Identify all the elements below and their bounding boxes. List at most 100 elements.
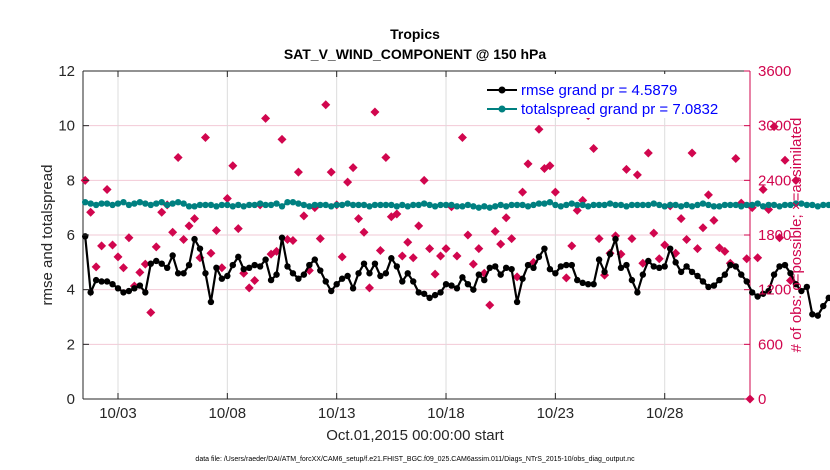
obs-point	[589, 143, 599, 153]
obs-point	[315, 234, 325, 244]
totalspread-point	[87, 200, 94, 207]
rmse-point	[623, 261, 630, 269]
obs-point	[731, 153, 741, 163]
obs-point	[490, 226, 500, 236]
obs-point	[250, 276, 260, 286]
rmse-point	[98, 278, 105, 285]
totalspread-point	[349, 201, 357, 209]
y-tick-label: 10	[58, 118, 75, 135]
obs-point	[157, 207, 167, 217]
rmse-point	[453, 285, 461, 292]
rmse-point	[420, 290, 428, 297]
rmse-point	[617, 264, 625, 271]
totalspread-point	[284, 199, 291, 206]
totalspread-point	[366, 203, 373, 210]
y2-axis-label: # of obs: o=possible; ×=assimilated	[788, 118, 805, 353]
rmse-point	[754, 293, 761, 300]
totalspread-point	[606, 200, 614, 207]
totalspread-point	[574, 201, 581, 209]
rmse-point	[481, 276, 488, 284]
totalspread-point	[295, 200, 302, 207]
rmse-point	[366, 270, 373, 277]
obs-point	[518, 187, 528, 197]
totalspread-point	[300, 201, 308, 209]
obs-point	[742, 254, 752, 264]
totalspread-point	[568, 200, 575, 207]
totalspread-point	[174, 199, 182, 206]
rmse-point	[803, 283, 811, 291]
rmse-point	[262, 256, 269, 263]
obs-point	[780, 155, 790, 165]
totalspread-point	[579, 201, 586, 209]
rmse-point	[284, 263, 291, 270]
totalspread-point	[781, 201, 789, 209]
totalspread-point	[612, 201, 619, 209]
obs-point	[430, 269, 440, 279]
rmse-point	[235, 253, 242, 261]
totalspread-point	[262, 201, 269, 209]
totalspread-point	[273, 200, 280, 207]
obs-point	[769, 122, 779, 132]
rmse-point	[224, 272, 231, 280]
obs-point	[545, 161, 555, 171]
obs-point	[124, 233, 134, 243]
totalspread-point	[202, 201, 209, 209]
obs-point	[764, 204, 774, 214]
totalspread-point	[81, 199, 89, 206]
rmse-point	[759, 290, 767, 297]
rmse-point	[563, 261, 570, 269]
obs-point	[277, 134, 287, 144]
totalspread-point	[623, 203, 630, 210]
obs-point	[654, 254, 664, 264]
totalspread-point	[185, 203, 193, 210]
rmse-point	[131, 285, 138, 292]
rmse-point	[738, 271, 745, 278]
obs-point	[507, 234, 517, 244]
rmse-point	[338, 275, 346, 282]
totalspread-point	[524, 203, 532, 210]
obs-point	[485, 300, 495, 310]
totalspread-point	[218, 201, 226, 209]
rmse-point	[541, 245, 548, 252]
rmse-point	[317, 267, 324, 274]
rmse-point	[120, 289, 127, 296]
rmse-point	[508, 265, 515, 273]
rmse-point	[158, 260, 165, 267]
totalspread-point	[535, 200, 543, 207]
data-file-footnote: data file: /Users/raeder/DAI/ATM_forcXX/…	[195, 456, 635, 463]
rmse-point	[656, 264, 663, 271]
obs-point	[408, 253, 418, 263]
obs-point	[534, 124, 544, 134]
rmse-point	[81, 233, 89, 240]
obs-point	[168, 227, 178, 237]
totalspread-point	[814, 203, 821, 210]
obs-point	[370, 107, 380, 117]
totalspread-point	[120, 199, 127, 206]
totalspread-point	[163, 201, 171, 209]
obs-point	[578, 195, 588, 205]
y2-tick-label: 600	[758, 336, 783, 353]
rmse-point	[721, 271, 729, 278]
rmse-point	[666, 245, 674, 252]
totalspread-point	[656, 201, 663, 209]
legend: rmse grand pr = 4.5879 totalspread grand…	[470, 74, 745, 118]
rmse-point	[781, 261, 789, 269]
rmse-point	[344, 272, 351, 280]
totalspread-point	[754, 200, 761, 207]
chart-marks	[80, 92, 830, 404]
totalspread-point	[502, 203, 510, 210]
totalspread-point	[224, 201, 231, 209]
rmse-point	[694, 272, 701, 280]
obs-point	[97, 241, 107, 251]
totalspread-point	[639, 201, 647, 209]
rmse-point	[278, 234, 286, 241]
totalspread-point	[732, 201, 739, 209]
obs-point	[567, 241, 577, 251]
x-tick-label: 10/03	[99, 405, 137, 422]
rmse-point	[612, 235, 619, 243]
y-tick-label: 6	[67, 227, 75, 244]
totalspread-point	[306, 203, 313, 210]
obs-point	[233, 224, 243, 234]
totalspread-point	[213, 203, 220, 210]
rmse-point	[229, 261, 237, 269]
